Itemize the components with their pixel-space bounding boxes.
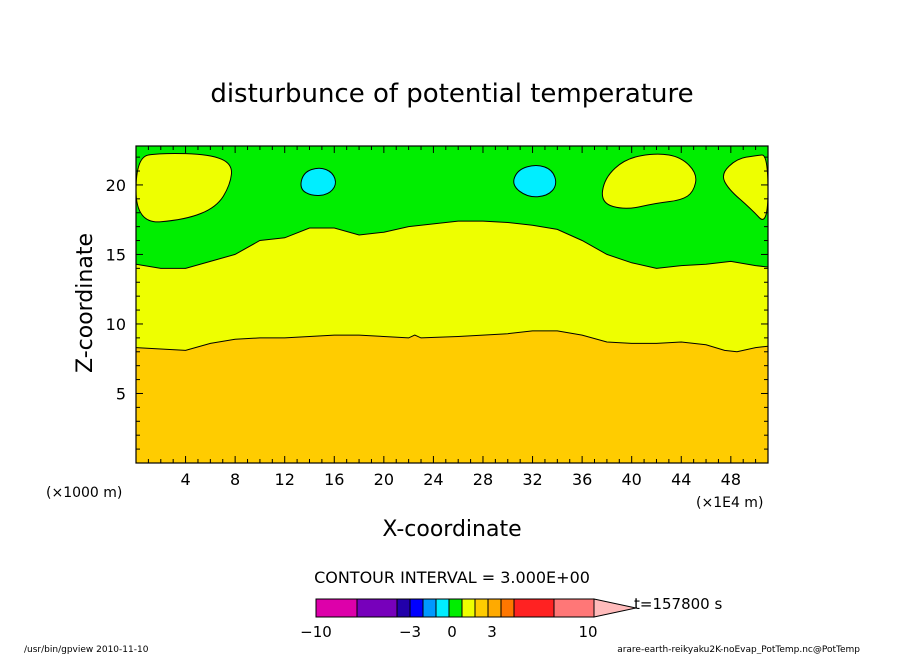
- color-bar-label: 3: [487, 623, 497, 641]
- time-label: t=157800 s: [634, 595, 722, 613]
- color-bar: [315, 598, 637, 618]
- x-tick-label: 48: [721, 470, 741, 489]
- x-tick-label: 44: [671, 470, 691, 489]
- band-yellow-contour: [136, 220, 768, 269]
- footer-right: arare-earth-reikyaku2K-noEvap_PotTemp.nc…: [617, 645, 860, 654]
- chart-title: disturbunce of potential temperature: [210, 79, 693, 109]
- x-tick-label: 40: [622, 470, 642, 489]
- band-orange-fill: [136, 330, 768, 463]
- warm-cell-center-right: [601, 153, 697, 209]
- plot-frame: [135, 145, 769, 464]
- color-bar-segment: [513, 598, 555, 618]
- color-bar-labels: −10 −3 0 3 10: [300, 623, 597, 641]
- x-tick-label: 24: [423, 470, 443, 489]
- x-tick-label: 4: [180, 470, 190, 489]
- warm-cell-right: [722, 154, 768, 220]
- x-tick-label: 36: [572, 470, 592, 489]
- x-tick-label: 8: [230, 470, 240, 489]
- color-bar-segment: [422, 598, 437, 618]
- color-bar-segment: [553, 598, 595, 618]
- x-unit-right: (×1E4 m): [696, 495, 763, 511]
- y-axis-label: Z-coordinate: [73, 233, 98, 373]
- cold-cell-2: [513, 165, 557, 198]
- color-bar-segment: [474, 598, 489, 618]
- y-tick-label: 10: [106, 315, 126, 334]
- y-tick-label: 20: [106, 176, 126, 195]
- color-bar-segment: [461, 598, 476, 618]
- color-bar-segment: [315, 598, 358, 618]
- color-bar-arrow: [593, 598, 637, 618]
- contour-interval-text: CONTOUR INTERVAL = 3.000E+00: [314, 568, 590, 587]
- footer-left: /usr/bin/gpview 2010-11-10: [24, 645, 149, 654]
- color-bar-segment: [356, 598, 398, 618]
- x-tick-label: 12: [275, 470, 295, 489]
- color-bar-segment: [487, 598, 502, 618]
- plot-area: [136, 146, 768, 463]
- x-tick-label: 20: [374, 470, 394, 489]
- color-bar-label: −10: [300, 623, 332, 641]
- cold-cell-1: [300, 167, 336, 197]
- x-tick-label: 32: [522, 470, 542, 489]
- warm-cell-left: [136, 152, 233, 223]
- x-unit-left: (×1000 m): [46, 485, 122, 501]
- color-bar-label: −3: [399, 623, 421, 641]
- color-bar-segment: [500, 598, 515, 618]
- y-tick-label: 5: [116, 384, 126, 403]
- x-axis-label: X-coordinate: [382, 517, 521, 542]
- x-tick-label: 28: [473, 470, 493, 489]
- color-bar-segment: [409, 598, 424, 618]
- color-bar-label: 10: [578, 623, 597, 641]
- band-orange-contour: [136, 330, 768, 353]
- color-bar-segment: [448, 598, 463, 618]
- color-bar-segment: [435, 598, 450, 618]
- color-bar-label: 0: [447, 623, 457, 641]
- x-tick-label: 16: [324, 470, 344, 489]
- y-tick-label: 15: [106, 245, 126, 264]
- color-bar-segment: [396, 598, 411, 618]
